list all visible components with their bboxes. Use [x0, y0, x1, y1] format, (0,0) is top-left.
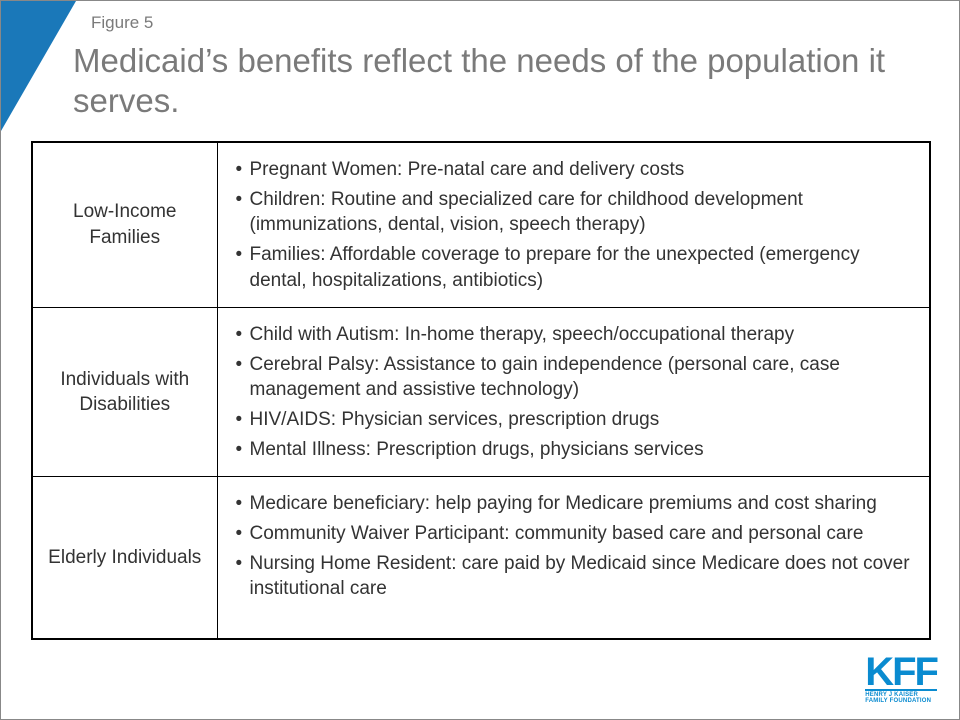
- table-row: Individuals with Disabilities Child with…: [32, 308, 930, 477]
- list-item: Families: Affordable coverage to prepare…: [236, 242, 916, 293]
- list-item: HIV/AIDS: Physician services, prescripti…: [236, 407, 916, 433]
- figure-label: Figure 5: [91, 13, 153, 33]
- list-item: Pregnant Women: Pre-natal care and deliv…: [236, 157, 916, 183]
- list-item: Mental Illness: Prescription drugs, phys…: [236, 437, 916, 463]
- list-item: Medicare beneficiary: help paying for Me…: [236, 491, 916, 517]
- details-cell: Child with Autism: In-home therapy, spee…: [217, 308, 930, 477]
- list-item: Cerebral Palsy: Assistance to gain indep…: [236, 352, 916, 403]
- list-item: Child with Autism: In-home therapy, spee…: [236, 322, 916, 348]
- details-cell: Medicare beneficiary: help paying for Me…: [217, 477, 930, 639]
- table-row: Elderly Individuals Medicare beneficiary…: [32, 477, 930, 639]
- category-cell: Low-Income Families: [32, 142, 217, 308]
- kff-logo: KFF HENRY J KAISER FAMILY FOUNDATION: [865, 655, 937, 705]
- list-item: Children: Routine and specialized care f…: [236, 187, 916, 238]
- benefits-table: Low-Income Families Pregnant Women: Pre-…: [31, 141, 931, 640]
- category-cell: Elderly Individuals: [32, 477, 217, 639]
- logo-main: KFF: [865, 655, 937, 689]
- details-cell: Pregnant Women: Pre-natal care and deliv…: [217, 142, 930, 308]
- list-item: Community Waiver Participant: community …: [236, 521, 916, 547]
- page-title: Medicaid’s benefits reflect the needs of…: [73, 41, 929, 120]
- list-item: Nursing Home Resident: care paid by Medi…: [236, 551, 916, 602]
- table-row: Low-Income Families Pregnant Women: Pre-…: [32, 142, 930, 308]
- corner-accent: [1, 1, 76, 131]
- category-cell: Individuals with Disabilities: [32, 308, 217, 477]
